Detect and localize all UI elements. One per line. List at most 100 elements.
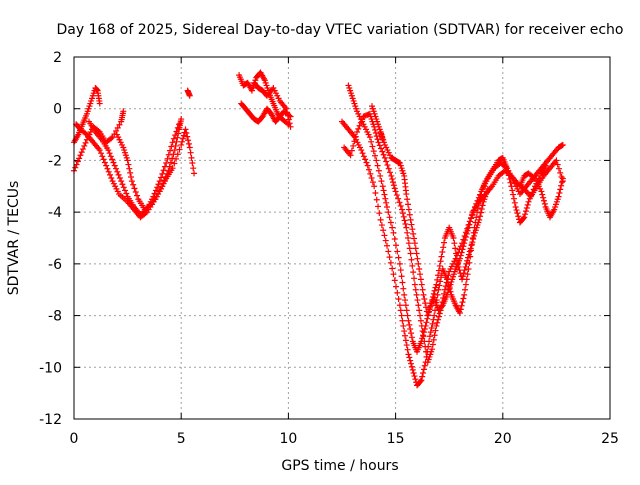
- data-point: [411, 373, 418, 380]
- data-point: [431, 287, 438, 294]
- data-point: [461, 291, 468, 298]
- data-point: [172, 132, 179, 139]
- data-point: [402, 302, 409, 309]
- data-point: [404, 312, 411, 319]
- data-point: [170, 135, 177, 142]
- data-point: [520, 215, 527, 222]
- data-point: [407, 326, 414, 333]
- data-point: [186, 144, 193, 151]
- data-point: [404, 229, 411, 236]
- data-point: [159, 170, 166, 177]
- data-point: [399, 279, 406, 286]
- data-point: [411, 275, 418, 282]
- data-point: [406, 211, 413, 218]
- data-point: [385, 165, 392, 172]
- data-point: [409, 366, 416, 373]
- data-point: [436, 262, 443, 269]
- data-point: [380, 227, 387, 234]
- data-point: [377, 172, 384, 179]
- data-point: [393, 283, 400, 290]
- data-point: [522, 208, 529, 215]
- data-point: [408, 221, 415, 228]
- data-point: [479, 202, 486, 209]
- data-point: [462, 263, 469, 270]
- data-point: [417, 312, 424, 319]
- data-point: [396, 260, 403, 267]
- data-point: [405, 235, 412, 241]
- data-point: [420, 291, 427, 298]
- data-point: [404, 196, 411, 203]
- data-point: [161, 163, 168, 170]
- data-point: [415, 302, 422, 309]
- data-point: [377, 216, 384, 223]
- data-point: [393, 192, 400, 199]
- data-point: [426, 306, 433, 313]
- data-point: [123, 190, 130, 197]
- data-point: [171, 160, 178, 167]
- data-point: [421, 338, 428, 345]
- data-point: [408, 360, 415, 367]
- data-point: [434, 276, 441, 283]
- data-point: [417, 317, 424, 324]
- data-point: [379, 183, 386, 190]
- data-point: [286, 120, 293, 127]
- data-point: [395, 254, 402, 261]
- data-point: [114, 168, 121, 175]
- data-point: [408, 256, 415, 263]
- data-point: [427, 329, 434, 336]
- data-point: [380, 187, 387, 194]
- data-point: [423, 304, 430, 311]
- series-late-f: [516, 170, 566, 221]
- data-point: [72, 164, 79, 171]
- data-point: [73, 161, 80, 168]
- data-point: [406, 245, 413, 252]
- data-point: [439, 299, 446, 306]
- data-point: [410, 230, 417, 237]
- data-point: [126, 165, 133, 172]
- data-point: [176, 146, 183, 153]
- data-point: [462, 286, 469, 293]
- data-point: [383, 199, 390, 206]
- data-point: [469, 239, 476, 246]
- data-point: [77, 152, 84, 159]
- data-point: [394, 289, 401, 296]
- data-point: [452, 245, 459, 252]
- data-point: [467, 245, 474, 252]
- data-point: [410, 369, 417, 376]
- data-point: [134, 192, 141, 199]
- data-point: [125, 161, 132, 168]
- plot-frame: [73, 56, 611, 420]
- data-point: [408, 330, 415, 337]
- data-point: [456, 267, 463, 274]
- data-point: [368, 175, 375, 182]
- data-point: [417, 276, 424, 283]
- series-mid-b: [238, 100, 294, 125]
- data-point: [466, 218, 473, 225]
- data-point: [354, 128, 361, 135]
- data-point: [478, 206, 485, 213]
- data-point: [450, 235, 457, 241]
- data-point: [111, 162, 118, 169]
- data-point: [559, 141, 566, 148]
- data-point: [524, 201, 531, 208]
- data-point: [470, 207, 477, 214]
- data-point: [366, 166, 373, 173]
- data-point: [384, 162, 391, 169]
- data-point: [413, 250, 420, 257]
- data-point: [437, 307, 444, 314]
- data-point: [374, 162, 381, 169]
- data-point: [183, 130, 190, 137]
- data-point: [441, 290, 448, 297]
- data-point: [104, 165, 111, 172]
- data-point: [432, 327, 439, 334]
- data-point: [81, 142, 88, 149]
- data-point: [438, 274, 445, 281]
- data-point: [417, 378, 424, 385]
- data-point: [378, 178, 385, 185]
- data-point: [403, 224, 410, 231]
- data-point: [400, 322, 407, 329]
- data-point: [437, 278, 444, 285]
- data-point: [402, 337, 409, 344]
- data-point: [438, 253, 445, 260]
- data-point: [389, 176, 396, 183]
